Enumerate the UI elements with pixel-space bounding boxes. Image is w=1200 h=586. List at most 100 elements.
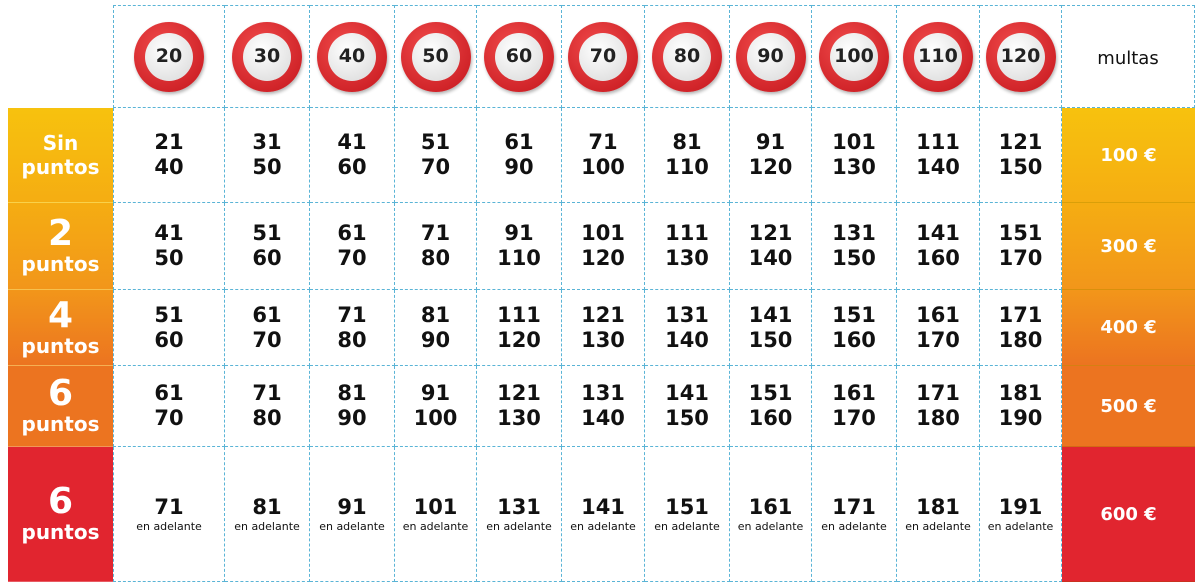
range-from: 61 <box>252 302 282 327</box>
range-to: 170 <box>916 327 960 352</box>
speed-range-cell: 151 160 <box>730 366 812 447</box>
range-from: 141 <box>665 381 709 405</box>
speed-header: 60 <box>477 5 562 108</box>
speed-range-cell: 61 70 <box>225 290 310 366</box>
range-from: 71 <box>252 381 282 405</box>
range-from: 71 <box>420 221 451 245</box>
range-from: 151 <box>665 494 709 519</box>
range-from: 121 <box>581 302 625 327</box>
range-from: 161 <box>916 302 960 327</box>
points-text: puntos <box>21 412 100 436</box>
range-to: 110 <box>665 155 709 179</box>
range-to: en adelante <box>905 519 971 533</box>
speed-range-cell: 71 80 <box>395 203 477 290</box>
speed-header: 120 <box>980 5 1062 108</box>
range-to: 50 <box>154 246 184 270</box>
range-from: 131 <box>665 302 709 327</box>
range-from: 171 <box>832 494 876 519</box>
speed-range-cell: 131 140 <box>645 290 730 366</box>
speed-limit-sign-icon: 20 <box>134 21 204 92</box>
speed-limit-sign-icon: 70 <box>568 21 638 92</box>
range-to: 170 <box>832 406 876 430</box>
speed-range-cell: 181 190 <box>980 366 1062 447</box>
range-from: 91 <box>504 221 534 245</box>
corner-blank <box>8 5 113 108</box>
range-from: 81 <box>672 130 702 154</box>
speed-limit-value: 40 <box>328 32 376 81</box>
points-label: 6 puntos <box>8 447 113 582</box>
speed-header: 110 <box>897 5 980 108</box>
range-to: 40 <box>154 155 184 179</box>
range-to: 170 <box>998 246 1043 270</box>
range-to: 180 <box>916 406 960 430</box>
range-to: 60 <box>154 327 184 352</box>
points-text: puntos <box>21 333 100 358</box>
range-from: 91 <box>337 494 367 519</box>
range-to: en adelante <box>737 519 804 533</box>
speed-header: 30 <box>225 5 310 108</box>
speed-range-cell: 51 60 <box>113 290 225 366</box>
range-to: 120 <box>581 246 625 270</box>
speed-range-cell: 141 en adelante <box>562 447 645 582</box>
range-to: 160 <box>748 406 793 430</box>
range-from: 141 <box>748 302 793 327</box>
speed-limit-sign-icon: 80 <box>652 21 722 92</box>
range-to: 150 <box>998 155 1043 179</box>
range-to: en adelante <box>570 519 636 533</box>
speed-range-cell: 61 90 <box>477 108 562 203</box>
range-to: 60 <box>337 155 367 179</box>
speed-limit-sign-icon: 60 <box>484 21 554 92</box>
speed-limit-value: 20 <box>145 32 193 81</box>
speed-range-cell: 161 170 <box>897 290 980 366</box>
fine-amount: 600 € <box>1062 447 1195 582</box>
range-to: 140 <box>916 155 960 179</box>
range-to: 80 <box>337 327 367 352</box>
points-text: puntos <box>21 252 100 276</box>
speed-range-cell: 161 170 <box>812 366 897 447</box>
range-to: 150 <box>748 327 793 352</box>
range-to: 70 <box>420 155 451 179</box>
speed-range-cell: 81 110 <box>645 108 730 203</box>
speed-range-cell: 171 180 <box>980 290 1062 366</box>
range-to: en adelante <box>486 519 552 533</box>
speed-limit-value: 100 <box>830 32 878 81</box>
range-from: 181 <box>916 494 960 519</box>
range-to: 140 <box>665 327 709 352</box>
range-to: 120 <box>497 327 541 352</box>
range-to: 90 <box>504 155 534 179</box>
range-to: 190 <box>998 406 1043 430</box>
range-from: 181 <box>998 381 1043 405</box>
points-text: puntos <box>21 520 100 544</box>
range-from: 51 <box>154 302 184 327</box>
speed-range-cell: 121 140 <box>730 203 812 290</box>
speed-range-cell: 21 40 <box>113 108 225 203</box>
range-to: 130 <box>665 246 709 270</box>
speed-limit-value: 110 <box>914 32 962 81</box>
range-from: 61 <box>154 381 184 405</box>
range-from: 131 <box>497 494 541 519</box>
range-to: en adelante <box>319 519 385 533</box>
speed-header: 80 <box>645 5 730 108</box>
range-to: 130 <box>832 155 876 179</box>
range-from: 111 <box>497 302 541 327</box>
speed-range-cell: 141 150 <box>730 290 812 366</box>
range-to: 60 <box>252 246 282 270</box>
speed-range-cell: 131 en adelante <box>477 447 562 582</box>
range-from: 61 <box>337 221 367 245</box>
range-from: 121 <box>998 130 1043 154</box>
points-label: Sin puntos <box>8 108 113 203</box>
speed-header: 20 <box>113 5 225 108</box>
range-from: 71 <box>337 302 367 327</box>
range-to: 140 <box>748 246 793 270</box>
range-to: en adelante <box>654 519 720 533</box>
range-to: 100 <box>413 406 458 430</box>
speed-limit-value: 80 <box>663 32 711 81</box>
speed-fines-table: 20 30 40 50 60 70 80 90 100 110 120 multas Sin punto… <box>8 5 1195 582</box>
range-from: 141 <box>581 494 625 519</box>
speed-limit-value: 70 <box>579 32 627 81</box>
range-to: 90 <box>420 327 451 352</box>
speed-range-cell: 121 150 <box>980 108 1062 203</box>
speed-limit-sign-icon: 90 <box>735 21 806 92</box>
range-to: en adelante <box>402 519 469 533</box>
speed-range-cell: 111 140 <box>897 108 980 203</box>
